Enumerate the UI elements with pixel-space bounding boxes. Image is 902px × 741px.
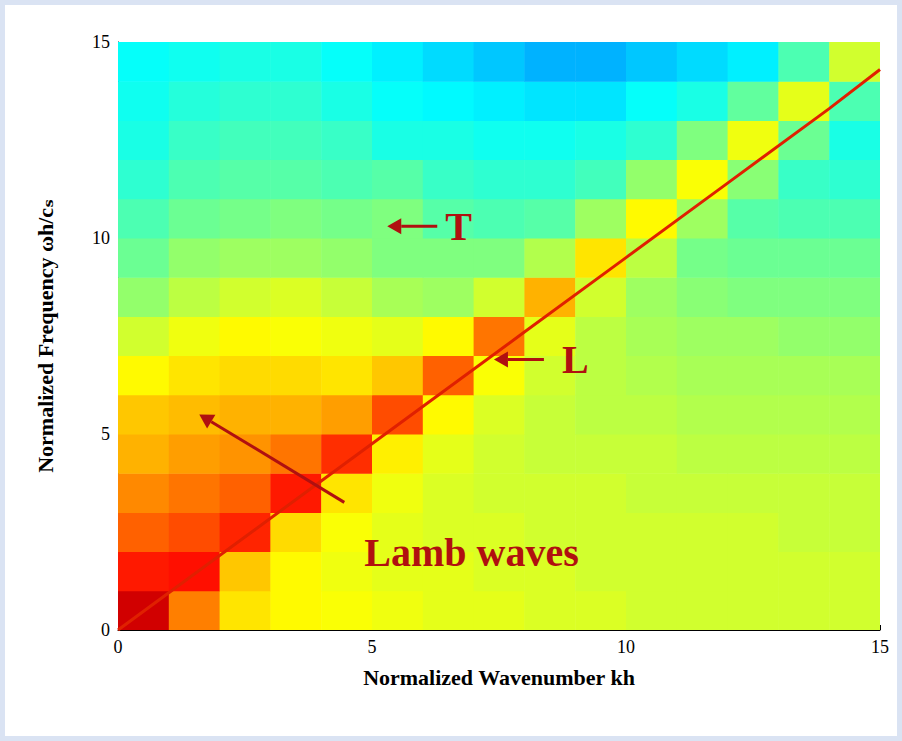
svg-text:Lamb waves: Lamb waves xyxy=(364,530,578,575)
svg-text:5: 5 xyxy=(101,424,110,444)
svg-text:15: 15 xyxy=(92,32,110,52)
svg-text:T: T xyxy=(445,204,472,249)
svg-text:Normalized Frequency ωh/cₛ: Normalized Frequency ωh/cₛ xyxy=(33,199,58,473)
svg-text:10: 10 xyxy=(92,228,110,248)
svg-text:0: 0 xyxy=(114,637,123,657)
svg-text:L: L xyxy=(562,337,589,382)
svg-text:5: 5 xyxy=(368,637,377,657)
svg-text:0: 0 xyxy=(101,620,110,640)
svg-text:Normalized Wavenumber kh: Normalized Wavenumber kh xyxy=(363,665,635,690)
svg-text:10: 10 xyxy=(617,637,635,657)
svg-text:15: 15 xyxy=(871,637,889,657)
